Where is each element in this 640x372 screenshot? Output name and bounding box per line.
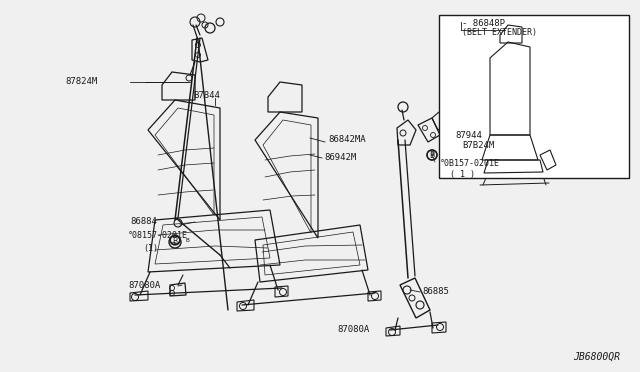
Text: °0B157-0201E: °0B157-0201E: [440, 158, 500, 167]
Text: B7844: B7844: [193, 90, 220, 99]
Text: (1): (1): [143, 244, 158, 253]
Text: ( 1 ): ( 1 ): [450, 170, 475, 179]
Text: 86942M: 86942M: [324, 153, 356, 161]
Text: 86885: 86885: [422, 288, 449, 296]
Text: - 86848P: - 86848P: [462, 19, 505, 28]
Text: 87824M: 87824M: [65, 77, 97, 87]
Text: 87944: 87944: [455, 131, 482, 140]
Text: B: B: [185, 237, 189, 243]
Text: 86842MA: 86842MA: [328, 135, 365, 144]
Text: 87080A: 87080A: [337, 326, 369, 334]
Text: 87080A: 87080A: [128, 280, 160, 289]
Text: JB6800QR: JB6800QR: [573, 352, 620, 362]
Text: 86884: 86884: [130, 218, 157, 227]
Bar: [439, 15, 629, 178]
Text: B7B24M: B7B24M: [462, 141, 494, 150]
Text: B: B: [429, 151, 435, 160]
Text: °08157-0201E: °08157-0201E: [128, 231, 188, 240]
Text: (BELT EXTENDER): (BELT EXTENDER): [462, 28, 537, 37]
Text: B: B: [430, 153, 434, 157]
Text: B: B: [172, 237, 177, 247]
